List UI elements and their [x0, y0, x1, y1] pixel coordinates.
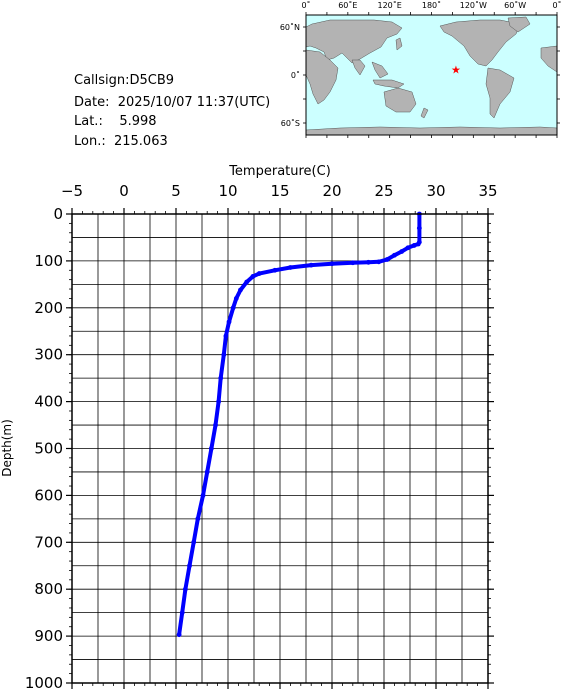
y-tick-label: 100	[34, 252, 63, 270]
x-tick-label: 0	[119, 182, 129, 200]
grid-lines	[72, 214, 488, 683]
land-australia	[383, 87, 417, 113]
x-tick-label: 25	[374, 182, 393, 200]
x-tick-label: 10	[218, 182, 237, 200]
profile-point	[230, 305, 236, 311]
profile-point	[200, 493, 206, 498]
profile-point	[411, 243, 417, 248]
profile-point	[392, 252, 397, 258]
profile-point	[376, 259, 382, 265]
x-tick-labels: −5 0 5 10 15 20 25 30 35	[61, 182, 498, 200]
y-tick-label: 500	[34, 440, 63, 458]
latitude-text: Lat.: 5.998	[74, 114, 157, 129]
temperature-profile-series	[176, 211, 422, 638]
profile-point	[415, 241, 421, 247]
y-tick-label: 200	[34, 299, 63, 317]
profile-point	[272, 267, 278, 273]
land-africa-east-edge	[540, 45, 558, 73]
profile-point	[195, 516, 201, 522]
profile-point	[226, 319, 232, 325]
profile-point	[187, 563, 192, 569]
land-north-america	[439, 19, 521, 67]
callsign-text: Callsign:D5CB9	[74, 73, 175, 88]
map-lat-label: 60˚S	[281, 118, 300, 128]
y-tick-label: 800	[34, 580, 63, 598]
land-greenland	[507, 16, 531, 33]
land-india	[351, 59, 366, 76]
map-lon-label: 120˚W	[460, 0, 487, 10]
land-south-america	[485, 67, 515, 119]
profile-point	[213, 422, 218, 428]
date-text: Date: 2025/10/07 11:37(UTC)	[74, 95, 271, 110]
profile-point	[405, 245, 411, 251]
profile-point	[233, 296, 239, 301]
map-lon-label: 180˚	[422, 0, 441, 10]
land-japan	[395, 37, 403, 51]
plot-frame	[71, 213, 489, 684]
profile-point	[308, 262, 314, 268]
profile-point	[176, 632, 182, 638]
map-lon-label: 0˚	[301, 0, 310, 10]
profile-point	[288, 265, 293, 270]
map-lon-label: 0˚	[552, 0, 561, 10]
x-tick-label: 35	[478, 182, 497, 200]
station-marker-star-icon: ★	[451, 64, 461, 77]
profile-point	[244, 279, 250, 285]
map-land	[305, 16, 558, 136]
x-tick-label: 30	[426, 182, 445, 200]
y-tick-label: 700	[34, 533, 63, 551]
y-tick-label: 900	[34, 627, 63, 645]
profile-point	[384, 257, 390, 262]
map-ticks	[303, 12, 560, 138]
map-lat-label: 0˚	[291, 70, 300, 80]
profile-point	[221, 352, 227, 358]
y-tick-label: 0	[53, 205, 63, 223]
y-tick-label: 400	[34, 393, 63, 411]
x-tick-label: 5	[171, 182, 181, 200]
longitude-text: Lon.: 215.063	[74, 134, 168, 149]
profile-point	[350, 260, 356, 266]
map-lon-label: 60˚E	[338, 0, 357, 10]
map-labels: 0˚ 60˚E 120˚E 180˚ 120˚W 60˚W 0˚ 60˚N 0˚ 60˚S	[280, 0, 562, 128]
x-tick-label: −5	[61, 182, 83, 200]
profile-point	[329, 261, 335, 267]
land-eurasia-west	[305, 19, 403, 64]
y-tick-label: 1000	[25, 674, 63, 690]
profile-point	[250, 273, 256, 279]
map-lon-label: 120˚E	[378, 0, 402, 10]
land-africa	[305, 49, 339, 105]
profile-point	[256, 271, 262, 276]
profile-point	[191, 539, 197, 545]
profile-point	[218, 375, 224, 381]
y-tick-label: 600	[34, 486, 63, 504]
x-tick-label: 15	[270, 182, 289, 200]
y-tick-label: 300	[34, 346, 63, 364]
land-se-asia	[371, 61, 389, 79]
x-tick-label: 20	[322, 182, 341, 200]
profile-point	[216, 399, 222, 404]
profile-point	[182, 586, 188, 592]
profile-point	[366, 259, 371, 265]
profile-point	[416, 225, 422, 231]
land-new-zealand	[420, 107, 429, 119]
map-lat-label: 60˚N	[280, 22, 300, 32]
profile-point	[204, 469, 210, 475]
profile-point	[399, 249, 405, 254]
y-axis-label: Depth(m)	[0, 419, 14, 477]
profile-point	[238, 287, 243, 293]
profile-point	[223, 333, 229, 339]
profile-point	[179, 610, 185, 616]
x-axis-label: Temperature(C)	[228, 164, 331, 179]
profile-point	[208, 446, 214, 451]
y-tick-labels: 0 100 200 300 400 500 600 700 800 900 1000	[25, 205, 63, 690]
map-lon-label: 60˚W	[504, 0, 526, 10]
